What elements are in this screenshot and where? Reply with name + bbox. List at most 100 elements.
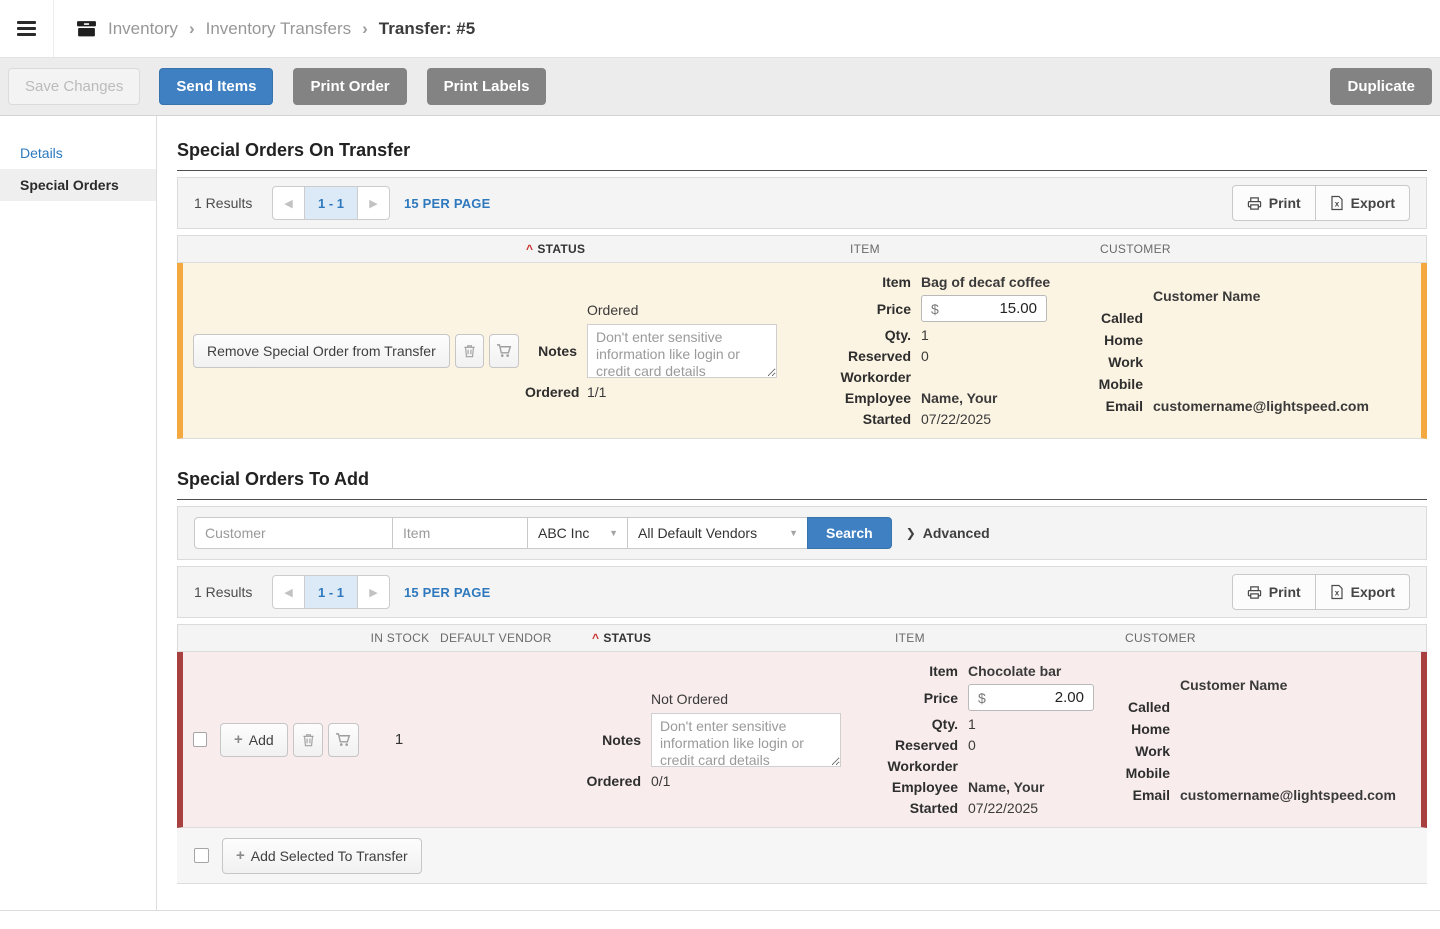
add-button[interactable]: + Add — [220, 722, 288, 757]
column-header-in-stock: IN STOCK — [370, 631, 430, 645]
delete-button[interactable] — [292, 722, 324, 757]
price-label: Price — [923, 689, 958, 706]
next-arrow-icon: ▶ — [369, 197, 378, 210]
next-page-button[interactable]: ▶ — [357, 186, 390, 220]
called-label: Called — [1100, 309, 1143, 326]
print-order-button[interactable]: Print Order — [293, 68, 407, 105]
export-file-icon: x — [1331, 195, 1343, 211]
price-label: Price — [876, 300, 911, 317]
ordered-label: Ordered — [525, 383, 580, 400]
vendor-select[interactable]: ABC Inc ▼ — [527, 517, 628, 549]
delete-button[interactable] — [454, 333, 485, 368]
column-header-status[interactable]: ^ STATUS — [592, 631, 652, 645]
page-range: 1 - 1 — [305, 186, 357, 220]
print-button[interactable]: Print — [1231, 574, 1316, 610]
per-page-link[interactable]: 15 PER PAGE — [404, 584, 491, 600]
breadcrumb-inventory[interactable]: Inventory — [108, 18, 178, 38]
printer-icon — [1247, 585, 1261, 599]
sidebar: Details Special Orders — [0, 116, 157, 910]
item-link[interactable]: Chocolate bar — [968, 663, 1062, 679]
to-add-table-header: IN STOCK DEFAULT VENDOR ^ STATUS ITEM CUS… — [177, 624, 1427, 652]
started-label: Started — [909, 800, 958, 816]
item-label: Item — [882, 274, 911, 290]
main-content: Special Orders On Transfer 1 Results ◀ 1… — [157, 116, 1440, 910]
qty-value: 1 — [921, 327, 929, 343]
results-count: 1 Results — [194, 584, 253, 600]
email-label: Email — [1105, 397, 1143, 414]
column-header-customer: CUSTOMER — [1125, 631, 1196, 645]
print-labels-button[interactable]: Print Labels — [426, 68, 547, 105]
item-search-input[interactable] — [392, 517, 528, 549]
send-items-button[interactable]: Send Items — [159, 68, 274, 105]
row-checkbox[interactable] — [193, 732, 208, 747]
customer-search-input[interactable] — [194, 517, 393, 549]
add-selected-to-transfer-button[interactable]: + Add Selected To Transfer — [222, 837, 422, 874]
price-input[interactable] — [938, 300, 1037, 317]
customer-link[interactable]: Customer Name — [1180, 676, 1288, 693]
section-title-to-add: Special Orders To Add — [177, 469, 1427, 500]
item-link[interactable]: Bag of decaf coffee — [921, 274, 1051, 290]
notes-input[interactable] — [587, 323, 777, 378]
advanced-search-link[interactable]: ❯ Advanced — [905, 525, 990, 541]
action-toolbar: Save Changes Send Items Print Order Prin… — [0, 58, 1440, 116]
previous-page-button[interactable]: ◀ — [272, 575, 305, 609]
column-header-status[interactable]: ^ STATUS — [526, 242, 586, 256]
notes-label: Notes — [602, 731, 641, 748]
breadcrumb-inventory-transfers[interactable]: Inventory Transfers — [205, 18, 352, 38]
ordered-progress: 1/1 — [587, 383, 607, 400]
export-button[interactable]: x Export — [1314, 185, 1410, 221]
workorder-value — [921, 369, 1050, 385]
notes-input[interactable] — [651, 712, 841, 767]
currency-symbol: $ — [931, 300, 939, 317]
sort-caret-icon: ^ — [592, 631, 600, 645]
svg-text:x: x — [1334, 589, 1339, 598]
cart-button[interactable] — [489, 333, 519, 368]
menu-button[interactable] — [0, 0, 54, 57]
qty-label: Qty. — [931, 716, 958, 732]
employee-link[interactable]: Name, Your — [921, 390, 998, 406]
previous-page-button[interactable]: ◀ — [272, 186, 305, 220]
next-page-button[interactable]: ▶ — [357, 575, 390, 609]
search-filter-bar: ABC Inc ▼ All Default Vendors ▼ Search ❯… — [177, 506, 1427, 560]
default-vendor-select[interactable]: All Default Vendors ▼ — [627, 517, 808, 549]
qty-label: Qty. — [884, 327, 911, 343]
to-add-results-bar: 1 Results ◀ 1 - 1 ▶ 15 PER PAGE — [177, 566, 1427, 618]
employee-link[interactable]: Name, Your — [968, 779, 1045, 795]
work-label: Work — [1108, 353, 1143, 370]
dropdown-arrow-icon: ▼ — [789, 528, 798, 538]
currency-symbol: $ — [978, 689, 986, 706]
export-button[interactable]: x Export — [1314, 574, 1410, 610]
plus-icon: + — [236, 847, 245, 864]
reserved-label: Reserved — [894, 737, 958, 753]
column-header-default-vendor: DEFAULT VENDOR — [440, 631, 552, 645]
price-field: $ — [968, 684, 1094, 711]
hamburger-icon — [17, 18, 36, 39]
price-input[interactable] — [985, 689, 1084, 706]
print-button[interactable]: Print — [1231, 185, 1316, 221]
price-field: $ — [921, 295, 1047, 322]
customer-link[interactable]: Customer Name — [1153, 287, 1261, 304]
workorder-label: Workorder — [840, 369, 911, 385]
default-vendor-value — [439, 652, 569, 827]
notes-label: Notes — [538, 342, 577, 359]
ordered-progress: 0/1 — [651, 772, 671, 789]
sidebar-item-details[interactable]: Details — [20, 145, 63, 161]
sidebar-item-special-orders[interactable]: Special Orders — [0, 169, 156, 201]
per-page-link[interactable]: 15 PER PAGE — [404, 195, 491, 211]
column-header-item: ITEM — [850, 242, 880, 256]
pagination-control: ◀ 1 - 1 ▶ — [272, 575, 390, 609]
duplicate-button[interactable]: Duplicate — [1330, 68, 1432, 105]
remove-special-order-button[interactable]: Remove Special Order from Transfer — [193, 333, 450, 368]
email-link[interactable]: customername@lightspeed.com — [1180, 786, 1396, 803]
on-transfer-row: Remove Special Order from Transfer — [177, 263, 1427, 439]
email-link[interactable]: customername@lightspeed.com — [1153, 397, 1369, 414]
employee-label: Employee — [891, 779, 958, 795]
results-count: 1 Results — [194, 195, 253, 211]
to-add-row: + Add 1 — [177, 652, 1427, 828]
select-all-checkbox[interactable] — [194, 848, 209, 863]
save-changes-button[interactable]: Save Changes — [8, 68, 141, 105]
cart-button[interactable] — [328, 722, 360, 757]
search-button[interactable]: Search — [807, 517, 892, 549]
reserved-value: 0 — [921, 348, 929, 364]
